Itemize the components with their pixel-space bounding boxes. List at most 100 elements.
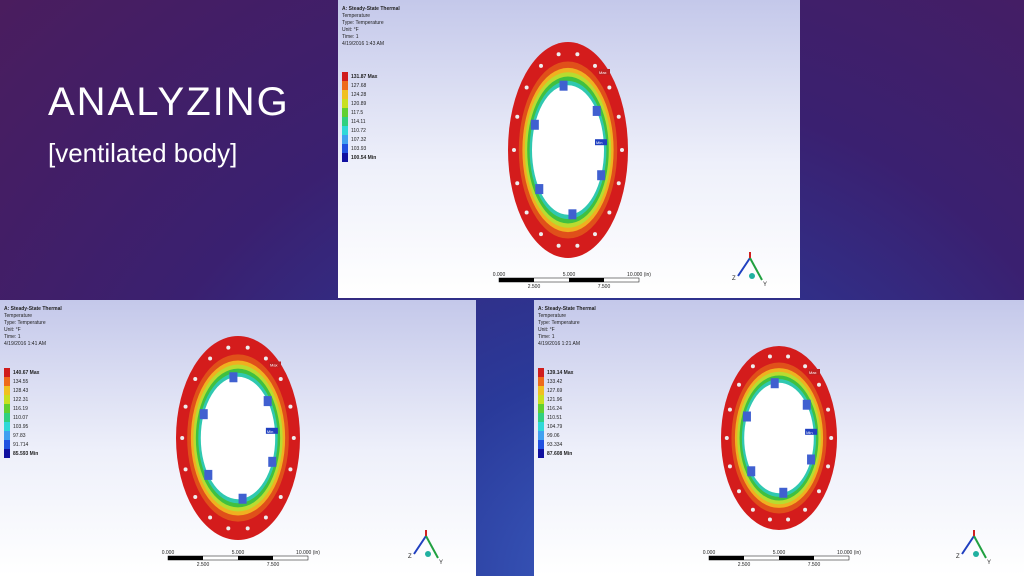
vent-slot: [263, 396, 272, 407]
vent-slot: [559, 80, 568, 91]
min-tag-box: [595, 139, 607, 146]
header-line: Time: 1: [4, 334, 21, 340]
legend-swatch: [538, 422, 544, 431]
legend-swatch: [538, 440, 544, 449]
bolt-hole: [278, 495, 283, 500]
max-tag-box: [808, 369, 820, 375]
triad-label: Z: [732, 276, 736, 282]
result-panel: A: Steady-State Thermal Temperature Type: …: [534, 300, 1024, 576]
header-line: Temperature: [342, 13, 370, 19]
min-tag-box: [805, 428, 818, 435]
scale-label: 10.000 (in): [837, 550, 861, 556]
legend-label: 99.06: [547, 433, 560, 439]
scale-label: 5.000: [773, 550, 786, 556]
bolt-hole: [727, 464, 732, 469]
vent-slot: [742, 411, 751, 422]
triad-label: Z: [408, 554, 412, 560]
legend-swatch: [4, 377, 10, 386]
legend-label: 140.67 Max: [13, 370, 40, 376]
scale-bar-seg: [238, 556, 273, 560]
max-tag: Max: [809, 370, 817, 375]
scale-label: 0.000: [493, 272, 506, 278]
scale-label: 7.500: [598, 284, 611, 290]
legend-swatch: [4, 431, 10, 440]
bolt-hole: [193, 376, 198, 381]
bolt-hole: [180, 436, 185, 440]
bolt-hole: [193, 495, 198, 500]
header-line: 4/19/2016 1:41 AM: [4, 341, 46, 347]
vent-slot: [199, 409, 208, 420]
legend-label: 116.24: [547, 406, 562, 412]
legend-label: 87.608 Min: [547, 451, 572, 457]
bolt-hole: [278, 376, 283, 381]
bolt-hole: [724, 436, 729, 440]
bolt-hole: [208, 356, 213, 361]
ring-band: [744, 382, 814, 494]
scale-bar-seg: [569, 278, 604, 282]
triad-axis: [425, 535, 439, 559]
bolt-hole: [767, 354, 772, 359]
bolt-hole: [288, 467, 293, 472]
result-view: A: Steady-State ThermalTemperatureType: …: [4, 306, 443, 568]
vent-slot: [530, 119, 539, 130]
bolt-hole: [539, 232, 543, 237]
legend-swatch: [538, 377, 544, 386]
header-line: Temperature: [4, 313, 32, 319]
vent-slot: [597, 170, 606, 181]
min-tag: Min: [596, 140, 602, 145]
header-line: Unit: °F: [4, 327, 21, 333]
slide-title: ANALYZING: [48, 80, 290, 124]
bolt-hole: [829, 436, 834, 440]
legend-label: 121.96: [547, 397, 563, 403]
legend-label: 127.69: [547, 388, 563, 394]
bolt-hole: [515, 114, 520, 119]
bolt-hole: [288, 404, 293, 409]
legend-label: 139.14 Max: [547, 370, 574, 376]
bolt-hole: [575, 52, 580, 57]
header-line: Unit: °F: [538, 327, 555, 333]
bolt-hole: [515, 181, 520, 186]
triad-axis: [749, 257, 763, 281]
scale-label: 10.000 (in): [627, 272, 651, 278]
bolt-hole: [826, 464, 831, 469]
legend-swatch: [342, 81, 348, 90]
vent-slot: [779, 487, 788, 498]
scale-label: 2.500: [738, 562, 751, 568]
vent-slot: [747, 466, 756, 477]
ring-band: [200, 376, 276, 500]
vent-slot: [535, 184, 544, 195]
bolt-hole: [767, 517, 772, 522]
header-line: A: Steady-State Thermal: [538, 306, 596, 312]
vent-slot: [807, 454, 816, 465]
vent-slot: [229, 372, 238, 383]
min-tag-box: [265, 427, 278, 434]
scale-label: 7.500: [267, 562, 280, 568]
bolt-hole: [183, 467, 188, 472]
legend-label: 103.93: [351, 146, 367, 152]
legend-label: 127.68: [351, 83, 367, 89]
bolt-hole: [263, 356, 268, 361]
header-line: A: Steady-State Thermal: [342, 6, 400, 12]
legend-swatch: [342, 117, 348, 126]
bolt-hole: [575, 243, 580, 248]
header-line: Type: Temperature: [4, 320, 46, 326]
vent-slot: [204, 469, 213, 480]
bolt-hole: [593, 63, 597, 68]
legend-label: 110.51: [547, 415, 562, 421]
header-line: Temperature: [538, 313, 566, 319]
header-line: 4/19/2016 1:21 AM: [538, 341, 580, 347]
scale-bar-seg: [168, 556, 203, 560]
bolt-hole: [556, 52, 561, 57]
bolt-hole: [826, 407, 831, 412]
triad-axis: [973, 535, 987, 559]
bolt-hole: [803, 507, 808, 512]
bolt-hole: [556, 243, 561, 248]
legend-label: 110.72: [351, 128, 366, 134]
legend-label: 107.32: [351, 137, 367, 143]
bolt-hole: [524, 210, 529, 215]
legend-label: 110.07: [13, 415, 28, 421]
legend-swatch: [538, 413, 544, 422]
bolt-hole: [539, 63, 543, 68]
vent-slot: [592, 105, 601, 116]
